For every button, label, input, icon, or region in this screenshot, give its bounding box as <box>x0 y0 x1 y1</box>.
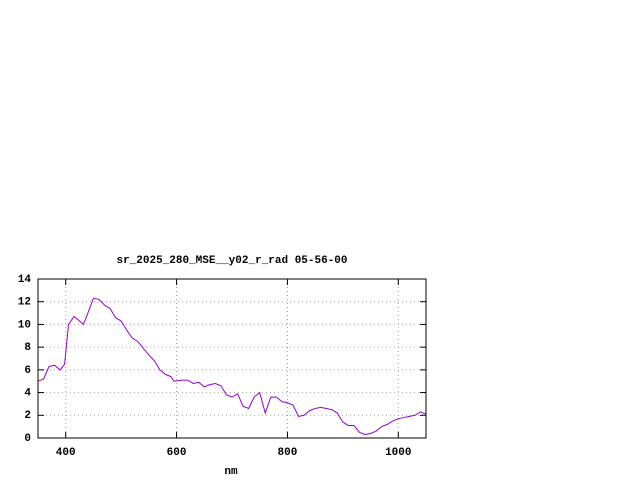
x-tick-label: 400 <box>56 447 76 459</box>
plot-border <box>37 278 427 439</box>
chart-title: sr_2025_280_MSE__y02_r_rad 05-56-00 <box>116 255 347 267</box>
y-tick-label: 10 <box>18 319 31 331</box>
data-line <box>37 297 427 436</box>
y-tick-label: 0 <box>24 433 31 445</box>
x-tick-label: 800 <box>278 447 298 459</box>
y-tick-label: 12 <box>18 297 31 309</box>
y-tick-label: 8 <box>24 342 31 354</box>
y-tick-label: 4 <box>24 387 31 399</box>
y-tick-label: 2 <box>24 410 31 422</box>
y-tick-label: 6 <box>24 365 31 377</box>
y-tick-label: 14 <box>18 274 32 286</box>
x-tick-label: 1000 <box>385 447 411 459</box>
x-tick-label: 600 <box>167 447 187 459</box>
x-axis-label: nm <box>224 466 238 478</box>
